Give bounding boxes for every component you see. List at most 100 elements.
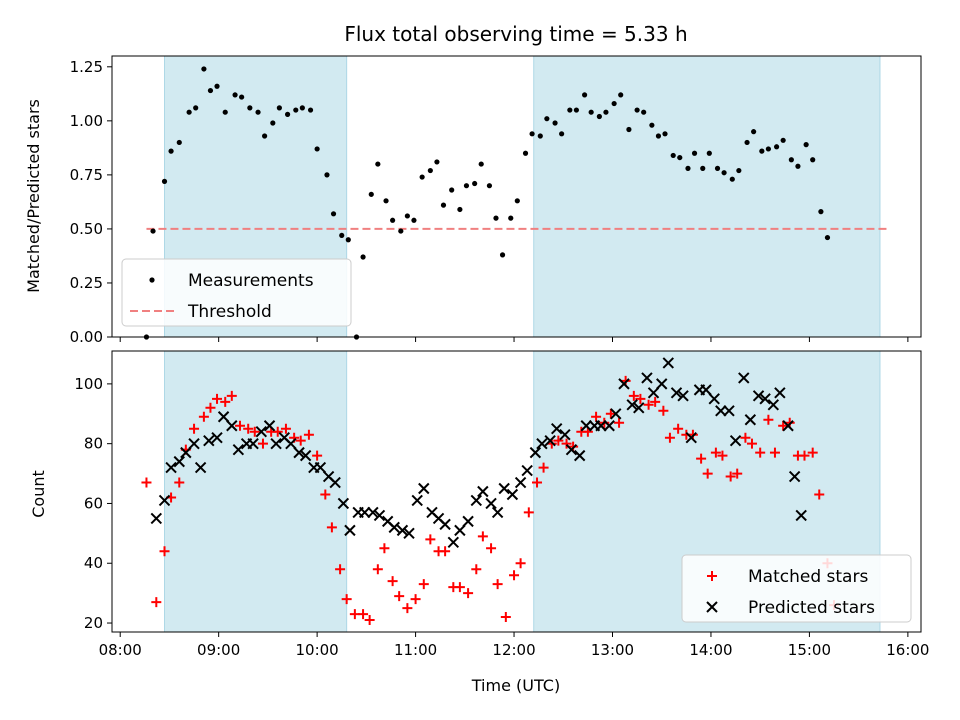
- top-panel: 0.00 0.25 0.50 0.75 1.00 1.25 Measurements Thre…: [70, 55, 922, 346]
- predicted-star-point: [373, 509, 386, 522]
- measurement-point: [493, 215, 499, 221]
- measurement-point: [472, 180, 478, 187]
- measurement-point: [478, 161, 484, 167]
- matched-star-point: [614, 417, 625, 428]
- matched-star-point: [471, 564, 482, 575]
- measurement-point: [588, 109, 594, 115]
- measurement-point: [270, 120, 276, 126]
- matched-star-point: [746, 438, 757, 449]
- predicted-star-point: [774, 387, 786, 399]
- predicted-star-point: [403, 527, 415, 540]
- matched-star-point: [523, 507, 534, 518]
- matched-star-point: [763, 414, 774, 425]
- measurement-point: [345, 237, 351, 243]
- predicted-star-point: [359, 506, 371, 519]
- measurement-point: [201, 66, 207, 72]
- x-tick-label: 09:00: [197, 641, 240, 659]
- predicted-star-point: [388, 521, 400, 534]
- y-tick-label: 0.50: [70, 220, 103, 238]
- matched-star-point: [358, 609, 369, 620]
- legend-marker: [707, 571, 717, 581]
- legend-label: Threshold: [187, 302, 272, 322]
- measurement-point: [603, 109, 609, 115]
- measurement-point: [788, 157, 794, 163]
- matched-star-point: [174, 477, 185, 488]
- predicted-star-point: [788, 470, 801, 483]
- matched-star-point: [755, 447, 766, 458]
- measurement-point: [276, 105, 282, 111]
- predicted-star-point: [194, 461, 207, 474]
- measurement-point: [582, 92, 588, 98]
- y-tick-label: 20: [84, 614, 103, 632]
- measurement-point: [655, 133, 662, 139]
- measurement-point: [596, 113, 602, 120]
- predicted-star-point: [329, 476, 341, 489]
- predicted-star-point: [211, 431, 223, 444]
- measurement-point: [176, 139, 182, 146]
- legend-label: Matched stars: [748, 567, 868, 587]
- predicted-star-point: [647, 387, 660, 399]
- predicted-star-point: [618, 378, 630, 390]
- measurement-point: [773, 144, 780, 150]
- measurement-point: [618, 92, 624, 98]
- matched-star-point: [532, 477, 543, 488]
- measurement-point: [339, 232, 345, 239]
- measurement-point: [262, 133, 268, 139]
- measurement-point: [611, 100, 617, 107]
- matched-star-point: [591, 411, 602, 422]
- measurement-point: [744, 139, 750, 146]
- measurement-point: [419, 174, 425, 180]
- predicted-star-point: [723, 405, 735, 417]
- predicted-star-point: [633, 402, 645, 414]
- matched-star-point: [486, 543, 497, 554]
- predicted-star-point: [226, 420, 238, 432]
- predicted-star-point: [439, 518, 451, 531]
- measurement-point: [314, 146, 320, 152]
- matched-star-point: [515, 558, 526, 569]
- predicted-star-point: [565, 443, 578, 456]
- predicted-star-point: [173, 455, 185, 468]
- legend-marker: [706, 601, 718, 613]
- predicted-star-point: [203, 434, 215, 447]
- predicted-star-point: [314, 461, 327, 474]
- predicted-star-point: [521, 464, 533, 477]
- matched-star-point: [320, 489, 331, 500]
- measurement-point: [463, 183, 470, 189]
- measurement-point: [649, 122, 655, 128]
- predicted-star-point: [180, 446, 192, 459]
- measurement-point: [232, 92, 238, 98]
- measurement-point: [662, 131, 668, 137]
- predicted-star-point: [677, 390, 689, 402]
- matched-star-point: [463, 588, 474, 599]
- measurement-point: [427, 167, 433, 174]
- matched-star-point: [272, 426, 283, 437]
- predicted-star-point: [670, 387, 683, 399]
- legend-label: Measurements: [188, 271, 314, 291]
- predicted-star-point: [477, 485, 489, 498]
- matched-star-point: [226, 390, 237, 401]
- measurement-point: [239, 94, 245, 100]
- matched-star-point: [280, 423, 291, 434]
- x-tick-label: 12:00: [492, 641, 535, 659]
- measurement-point: [411, 217, 417, 223]
- predicted-star-point: [506, 488, 519, 501]
- predicted-star-point: [752, 390, 765, 402]
- measurement-point: [559, 131, 565, 137]
- predicted-star-point: [656, 378, 668, 390]
- predicted-star-point: [700, 384, 712, 396]
- matched-star-point: [372, 564, 383, 575]
- predicted-star-point: [411, 494, 423, 507]
- matched-star-point: [220, 396, 231, 407]
- matched-star-point: [212, 393, 223, 404]
- predicted-star-point: [759, 393, 771, 405]
- matched-star-point: [141, 477, 152, 488]
- measurement-point: [721, 170, 727, 176]
- matched-star-point: [189, 423, 200, 434]
- matched-star-point: [249, 426, 260, 437]
- measurement-point: [685, 165, 691, 171]
- measurement-point: [818, 209, 824, 215]
- measurement-point: [729, 176, 735, 182]
- matched-star-point: [394, 591, 405, 602]
- measurement-point: [255, 109, 261, 115]
